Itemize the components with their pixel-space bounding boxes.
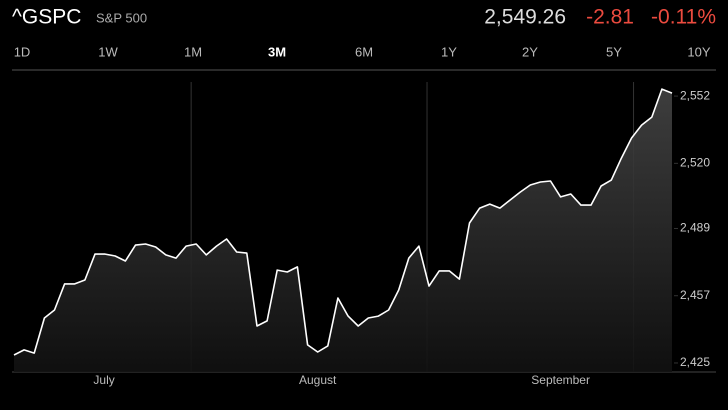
y-tick-label: 2,489: [680, 221, 710, 235]
range-tab[interactable]: 1M: [184, 44, 202, 59]
range-tab[interactable]: 1Y: [441, 44, 457, 59]
range-tabs: 1D 1W 1M 3M 6M 1Y 2Y 5Y 10Y: [14, 44, 711, 59]
price: 2,549.26: [484, 6, 566, 29]
range-tab[interactable]: 10Y: [687, 44, 710, 59]
plot: July August September 2,425 2,457 2,489 2,520 2…: [13, 82, 710, 387]
y-tick-label: 2,520: [680, 155, 710, 169]
range-tab[interactable]: 1D: [14, 44, 31, 59]
y-tick-label: 2,552: [680, 88, 710, 102]
change-percent: -0.11%: [651, 6, 716, 29]
price-area: [14, 89, 672, 372]
y-tick-label: 2,425: [680, 355, 710, 369]
company-name: S&P 500: [96, 10, 147, 25]
range-tab[interactable]: 5Y: [606, 44, 622, 59]
month-label: August: [299, 373, 337, 387]
change: -2.81: [586, 6, 634, 29]
month-label: September: [531, 373, 590, 387]
month-label: July: [93, 373, 114, 387]
y-tick-label: 2,457: [680, 288, 710, 302]
range-tab[interactable]: 2Y: [522, 44, 538, 59]
range-tab[interactable]: 1W: [98, 44, 118, 59]
price-line: [13, 88, 673, 356]
range-tab[interactable]: 6M: [355, 44, 373, 59]
symbol: ^GSPC: [12, 6, 81, 29]
range-tab[interactable]: 3M: [268, 44, 286, 59]
